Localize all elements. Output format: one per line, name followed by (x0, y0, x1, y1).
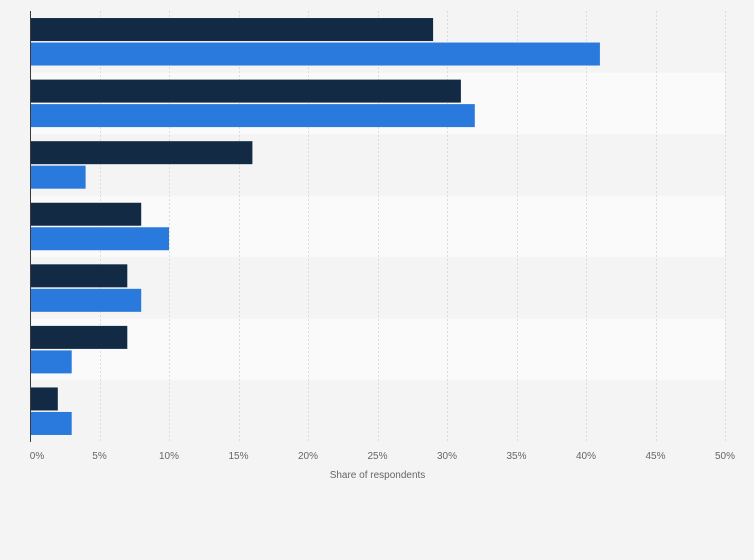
bar (30, 141, 253, 165)
x-axis-title: Share of respondents (330, 470, 426, 481)
bar (30, 202, 142, 226)
x-tick-label: 10% (159, 451, 179, 462)
bar (30, 288, 142, 312)
bars (30, 18, 600, 435)
x-tick-label: 0% (30, 451, 45, 462)
bar (30, 350, 72, 374)
x-tick-label: 50% (715, 451, 735, 462)
row-bands (30, 11, 725, 442)
bar (30, 325, 128, 349)
bar (30, 387, 58, 411)
bar (30, 165, 86, 189)
bar (30, 227, 169, 251)
x-tick-labels: 0% 5% 10% 15% 20% 25% 30% 35% 40% 45% 50% (30, 451, 735, 462)
x-tick-label: 45% (645, 451, 665, 462)
x-tick-label: 15% (228, 451, 248, 462)
bar (30, 411, 72, 435)
x-tick-label: 40% (576, 451, 596, 462)
row-band (30, 380, 725, 442)
bar (30, 18, 434, 42)
row-band (30, 318, 725, 381)
bar (30, 79, 461, 103)
x-tick-label: 30% (437, 451, 457, 462)
row-band (30, 257, 725, 319)
bar (30, 264, 128, 288)
x-tick-label: 5% (92, 451, 107, 462)
x-tick-label: 20% (298, 451, 318, 462)
x-tick-label: 25% (367, 451, 387, 462)
bar (30, 104, 475, 128)
bar (30, 42, 600, 66)
x-tick-label: 35% (506, 451, 526, 462)
